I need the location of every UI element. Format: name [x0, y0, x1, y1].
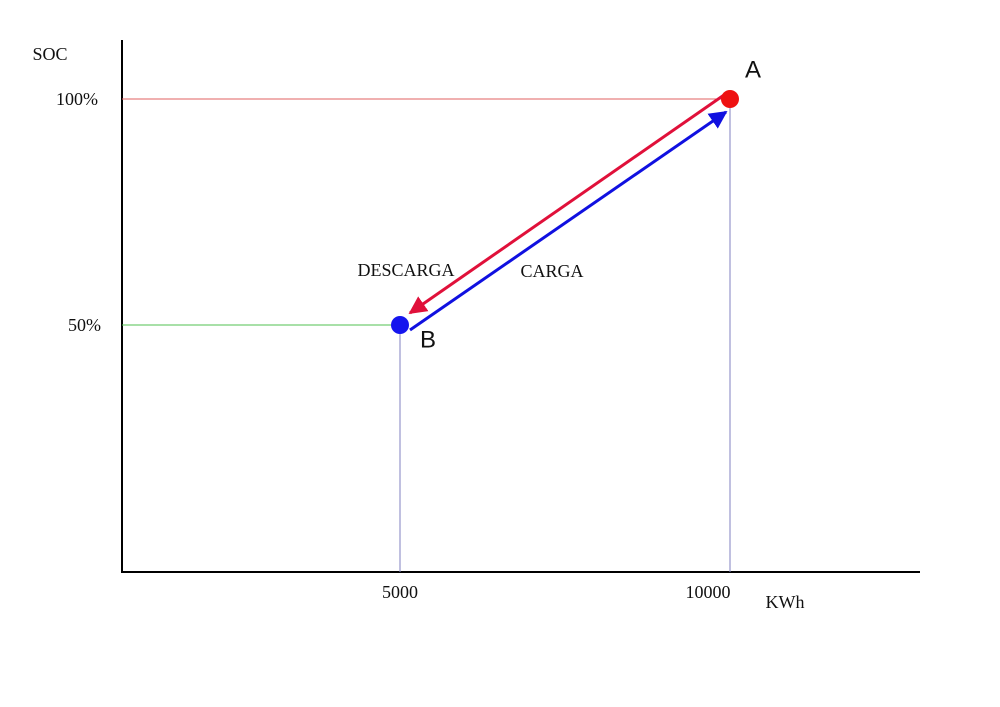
x-axis-label: KWh [766, 592, 805, 612]
point-label: A [745, 56, 761, 83]
y-tick-label: 50% [68, 315, 101, 335]
charge-arrow [409, 110, 728, 332]
arrow-label: DESCARGA [357, 260, 454, 280]
point-label: B [420, 326, 436, 353]
arrow-label: CARGA [520, 261, 583, 281]
discharge-arrow [408, 93, 725, 315]
point-b [391, 316, 409, 334]
y-axis-label: SOC [32, 44, 67, 64]
point-a [721, 90, 739, 108]
x-tick-label: 5000 [382, 582, 418, 602]
x-tick-label: 10000 [686, 582, 731, 602]
y-tick-label: 100% [56, 89, 98, 109]
